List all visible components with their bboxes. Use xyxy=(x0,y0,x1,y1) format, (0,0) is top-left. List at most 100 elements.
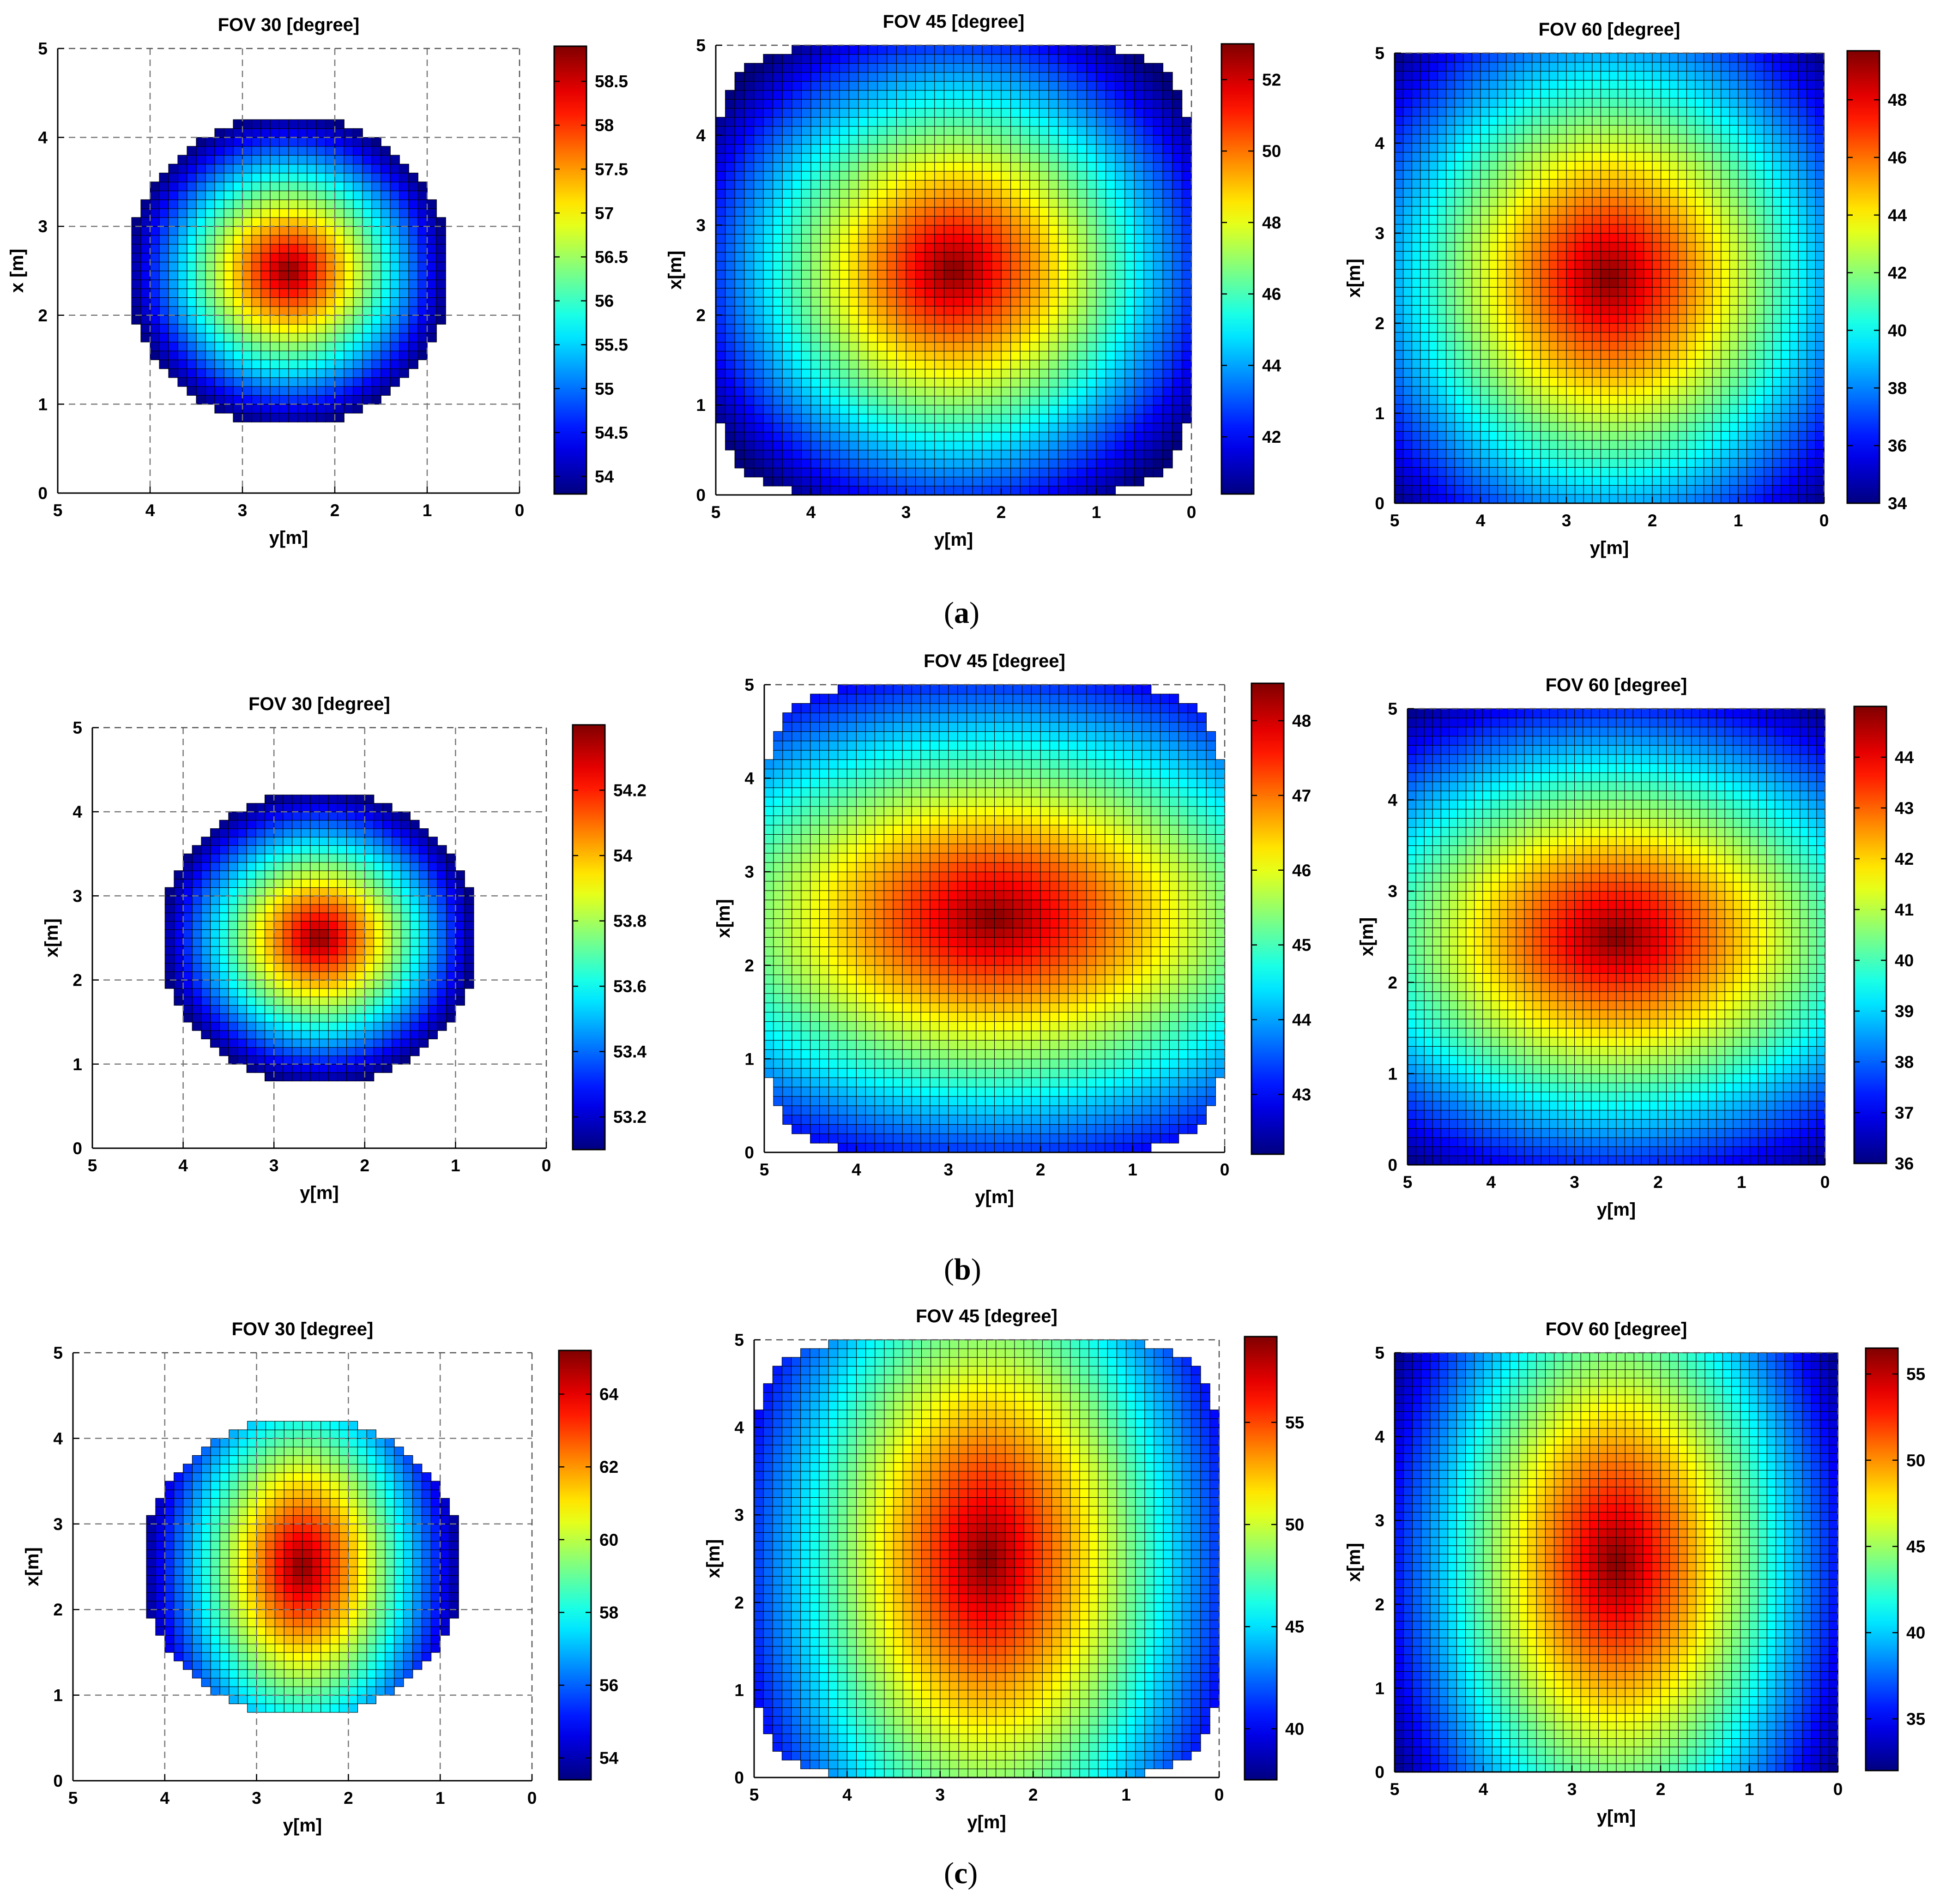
heat-cell xyxy=(858,216,868,225)
heat-cell xyxy=(381,368,390,378)
heat-cell xyxy=(298,209,307,218)
heat-cell xyxy=(205,226,215,235)
heat-cell xyxy=(773,189,783,199)
heat-cell xyxy=(725,261,735,271)
heat-cell xyxy=(326,360,335,369)
heat-cell xyxy=(252,173,261,182)
heat-cell xyxy=(811,450,821,459)
heat-cell xyxy=(279,199,289,209)
heat-cell xyxy=(399,199,409,209)
heat-cell xyxy=(399,360,409,369)
heat-cell xyxy=(792,72,802,81)
heat-cell xyxy=(830,360,840,369)
heat-cell xyxy=(868,63,878,72)
heat-cell xyxy=(792,171,802,181)
heat-cell xyxy=(725,342,735,351)
heat-cell xyxy=(215,164,224,173)
heat-cell xyxy=(205,315,215,325)
heat-cell xyxy=(716,342,725,351)
heat-cell xyxy=(744,432,754,441)
heat-cell xyxy=(316,244,326,253)
heat-cell xyxy=(187,173,196,182)
heat-cell xyxy=(215,271,224,280)
heat-cell xyxy=(858,198,868,207)
heat-cell xyxy=(811,63,821,72)
heat-cell xyxy=(436,280,446,289)
heat-cell xyxy=(215,315,224,325)
heat-cell xyxy=(316,395,326,404)
heat-cell xyxy=(409,333,418,342)
heat-cell xyxy=(877,144,887,153)
heat-cell xyxy=(868,414,878,423)
heat-cell xyxy=(335,342,344,351)
heat-cell xyxy=(830,108,840,117)
heat-cell xyxy=(270,146,279,156)
heat-cell xyxy=(801,459,811,468)
heat-cell xyxy=(735,432,744,441)
heat-cell xyxy=(335,280,344,289)
heat-cell xyxy=(224,271,233,280)
heat-cell xyxy=(298,368,307,378)
heat-cell xyxy=(744,99,754,108)
heat-cell xyxy=(858,207,868,217)
heat-cell xyxy=(307,138,316,147)
heat-cell xyxy=(801,207,811,217)
heat-cell xyxy=(279,217,289,227)
heat-cell xyxy=(289,244,298,253)
heat-cell xyxy=(763,117,773,127)
heat-cell xyxy=(279,209,289,218)
heat-cell xyxy=(821,180,830,189)
heat-cell xyxy=(326,138,335,147)
heat-cell xyxy=(233,244,242,253)
heat-cell xyxy=(381,217,390,227)
heat-cell xyxy=(196,164,205,173)
heat-cell xyxy=(782,216,792,225)
heat-cell xyxy=(178,289,187,298)
heat-cell xyxy=(363,244,372,253)
heat-cell xyxy=(782,225,792,235)
heat-cell xyxy=(792,459,802,468)
heat-cell xyxy=(735,324,744,333)
heat-cell xyxy=(716,162,725,171)
heat-cell xyxy=(896,99,906,108)
heat-cell xyxy=(298,280,307,289)
heat-cell xyxy=(436,297,446,307)
heat-cell xyxy=(849,486,858,495)
heat-cell xyxy=(224,315,233,325)
heat-cell xyxy=(353,351,363,360)
heat-cell xyxy=(773,225,783,235)
heat-cell xyxy=(409,360,418,369)
heat-cell xyxy=(773,63,783,72)
heat-cell xyxy=(735,225,744,235)
heat-cell xyxy=(381,253,390,262)
heat-cell xyxy=(196,209,205,218)
heat-cell xyxy=(289,395,298,404)
heat-cell xyxy=(233,360,242,369)
heat-cell xyxy=(427,289,436,298)
heat-cell xyxy=(830,153,840,163)
heat-cell xyxy=(187,226,196,235)
heat-cell xyxy=(224,280,233,289)
heat-cell xyxy=(782,396,792,405)
heat-cell xyxy=(326,342,335,351)
heat-cell xyxy=(307,182,316,191)
heat-cell xyxy=(792,405,802,414)
heat-cell xyxy=(896,486,906,495)
heat-cell xyxy=(205,333,215,342)
heat-cell xyxy=(242,378,252,387)
heat-cell xyxy=(782,441,792,450)
heat-cell xyxy=(811,72,821,81)
heat-cell xyxy=(187,378,196,387)
heat-cell xyxy=(877,90,887,99)
heat-cell xyxy=(178,217,187,227)
heat-cell xyxy=(279,271,289,280)
heat-cell xyxy=(887,459,897,468)
heat-cell xyxy=(801,90,811,99)
heat-cell xyxy=(849,216,858,225)
heat-cell xyxy=(233,138,242,147)
heat-cell xyxy=(782,63,792,72)
heat-cell xyxy=(754,414,763,423)
heat-cell xyxy=(215,182,224,191)
heat-cell xyxy=(344,146,353,156)
heat-cell xyxy=(887,279,897,288)
